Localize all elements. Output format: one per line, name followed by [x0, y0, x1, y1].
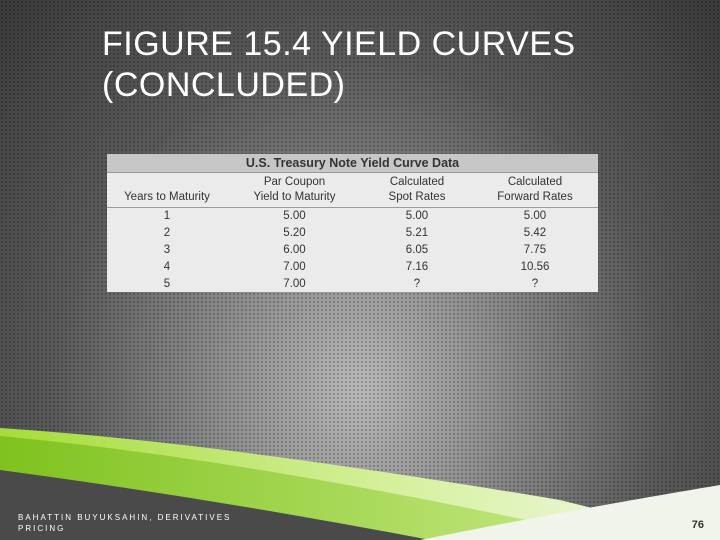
table-cell: 5.00	[523, 210, 547, 222]
data-table: Years to Maturity Par Coupon Yield to Ma…	[107, 172, 598, 293]
title-line-1: FIGURE 15.4 YIELD CURVES	[102, 25, 576, 63]
page-number: 76	[691, 519, 704, 531]
table-row: 3 6.00 6.05 7.75	[107, 242, 598, 259]
table-cell: 5.21	[405, 227, 429, 239]
col-header-spot-rates: Calculated Spot Rates	[388, 176, 446, 203]
table-body: 1 5.00 5.00 5.00 2 5.20 5.21 5.42 3 6.00 6.05 7.75 4…	[107, 208, 598, 294]
table-cell: 5.00	[405, 210, 429, 222]
yield-curve-table: U.S. Treasury Note Yield Curve Data Year…	[107, 154, 598, 292]
table-cell: 3	[163, 244, 171, 256]
table-cell: 7.75	[523, 244, 547, 256]
table-cell: 5.00	[283, 210, 306, 222]
table-cell: 6.00	[283, 244, 306, 256]
col-header-forward-rates: Calculated Forward Rates	[497, 176, 573, 203]
table-cell: 6.05	[405, 244, 429, 256]
footer-line-2: PRICING	[18, 524, 66, 533]
table-cell: 7.00	[283, 278, 306, 290]
swoosh-dark-band	[0, 470, 430, 540]
table-cell: 5	[163, 278, 171, 290]
table-row: 5 7.00??	[107, 276, 598, 293]
table-cell: 5.20	[283, 227, 306, 239]
table-row: 2 5.20 5.21 5.42	[107, 225, 598, 242]
slide-title: FIGURE 15.4 YIELD CURVES (CONCLUDED)	[102, 24, 682, 106]
table-cell: 7.16	[405, 261, 429, 273]
table-header-row: Years to Maturity Par Coupon Yield to Ma…	[107, 172, 598, 208]
table-cell: 10.56	[520, 261, 550, 273]
footer-line-1: BAHATTIN BUYUKSAHIN, DERIVATIVES	[18, 513, 232, 522]
table-row: 1 5.00 5.00 5.00	[107, 208, 598, 226]
table-cell: 5.42	[523, 227, 547, 239]
table-cell: ?	[413, 278, 421, 290]
swoosh-right-light	[420, 485, 720, 540]
table-cell: 1	[163, 210, 171, 222]
table-cell: ?	[531, 278, 539, 290]
table-cell: 7.00	[283, 261, 306, 273]
title-line-2: (CONCLUDED)	[102, 66, 346, 104]
col-header-years: Years to Maturity	[124, 191, 210, 203]
table-title: U.S. Treasury Note Yield Curve Data	[107, 154, 598, 172]
footer-text: BAHATTIN BUYUKSAHIN, DERIVATIVES PRICING	[18, 512, 248, 534]
table-row: 4 7.00 7.16 10.56	[107, 259, 598, 276]
table-cell: 2	[163, 227, 171, 239]
table-cell: 4	[163, 261, 171, 273]
col-header-par-coupon: Par Coupon Yield to Maturity	[253, 176, 336, 203]
